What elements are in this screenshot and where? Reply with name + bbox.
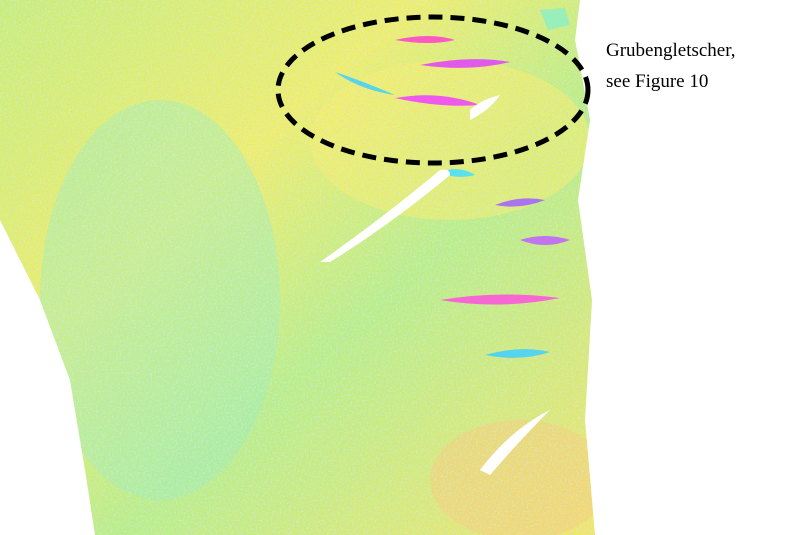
annotation-line: see Figure 10 (606, 71, 708, 92)
interferogram (0, 0, 610, 535)
figure: Grubengletscher, see Figure 10 (0, 0, 793, 535)
annotation-line: Grubengletscher, (606, 40, 736, 61)
page: Grubengletscher, see Figure 10 (() => { … (0, 0, 793, 535)
